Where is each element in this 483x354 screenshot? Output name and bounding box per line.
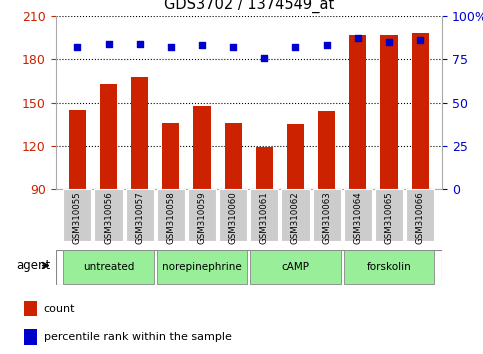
- Bar: [193, 105, 211, 189]
- Bar: [100, 84, 117, 189]
- Text: GSM310055: GSM310055: [73, 191, 82, 244]
- Bar: [318, 111, 335, 189]
- Text: percentile rank within the sample: percentile rank within the sample: [43, 332, 231, 342]
- Bar: [344, 189, 372, 241]
- Point: [385, 39, 393, 45]
- Text: GSM310056: GSM310056: [104, 191, 113, 244]
- Bar: [126, 189, 154, 241]
- Bar: [250, 250, 341, 284]
- Text: GSM310061: GSM310061: [260, 191, 269, 244]
- Text: untreated: untreated: [83, 262, 134, 272]
- Bar: [162, 123, 179, 189]
- Text: GSM310064: GSM310064: [353, 191, 362, 244]
- Point: [73, 44, 81, 50]
- Bar: [24, 301, 37, 316]
- Bar: [344, 250, 434, 284]
- Text: GSM310057: GSM310057: [135, 191, 144, 244]
- Bar: [256, 148, 273, 189]
- Text: forskolin: forskolin: [367, 262, 412, 272]
- Text: GSM310065: GSM310065: [384, 191, 394, 244]
- Bar: [406, 189, 434, 241]
- Text: cAMP: cAMP: [282, 262, 310, 272]
- Text: count: count: [43, 303, 75, 314]
- Text: GSM310066: GSM310066: [416, 191, 425, 244]
- Text: norepinephrine: norepinephrine: [162, 262, 242, 272]
- Point: [354, 36, 362, 41]
- Point: [105, 41, 113, 46]
- Bar: [349, 35, 367, 189]
- Bar: [375, 189, 403, 241]
- Bar: [63, 250, 154, 284]
- Bar: [282, 189, 310, 241]
- Text: agent: agent: [16, 259, 51, 272]
- Bar: [412, 33, 429, 189]
- Bar: [69, 110, 86, 189]
- Bar: [287, 124, 304, 189]
- Bar: [63, 189, 91, 241]
- Bar: [131, 76, 148, 189]
- Bar: [188, 189, 216, 241]
- Point: [136, 41, 143, 46]
- Point: [229, 44, 237, 50]
- Text: GSM310062: GSM310062: [291, 191, 300, 244]
- Title: GDS3702 / 1374549_at: GDS3702 / 1374549_at: [164, 0, 334, 13]
- Point: [323, 42, 330, 48]
- Bar: [225, 123, 242, 189]
- Text: GSM310060: GSM310060: [228, 191, 238, 244]
- Bar: [95, 189, 123, 241]
- Point: [292, 44, 299, 50]
- Point: [167, 44, 175, 50]
- Bar: [157, 189, 185, 241]
- Bar: [381, 35, 398, 189]
- Text: GSM310058: GSM310058: [166, 191, 175, 244]
- Bar: [24, 329, 37, 345]
- Text: GSM310063: GSM310063: [322, 191, 331, 244]
- Bar: [313, 189, 341, 241]
- Text: GSM310059: GSM310059: [198, 191, 207, 244]
- Point: [198, 42, 206, 48]
- Bar: [250, 189, 278, 241]
- Bar: [157, 250, 247, 284]
- Point: [260, 55, 268, 61]
- Bar: [219, 189, 247, 241]
- Point: [416, 38, 424, 43]
